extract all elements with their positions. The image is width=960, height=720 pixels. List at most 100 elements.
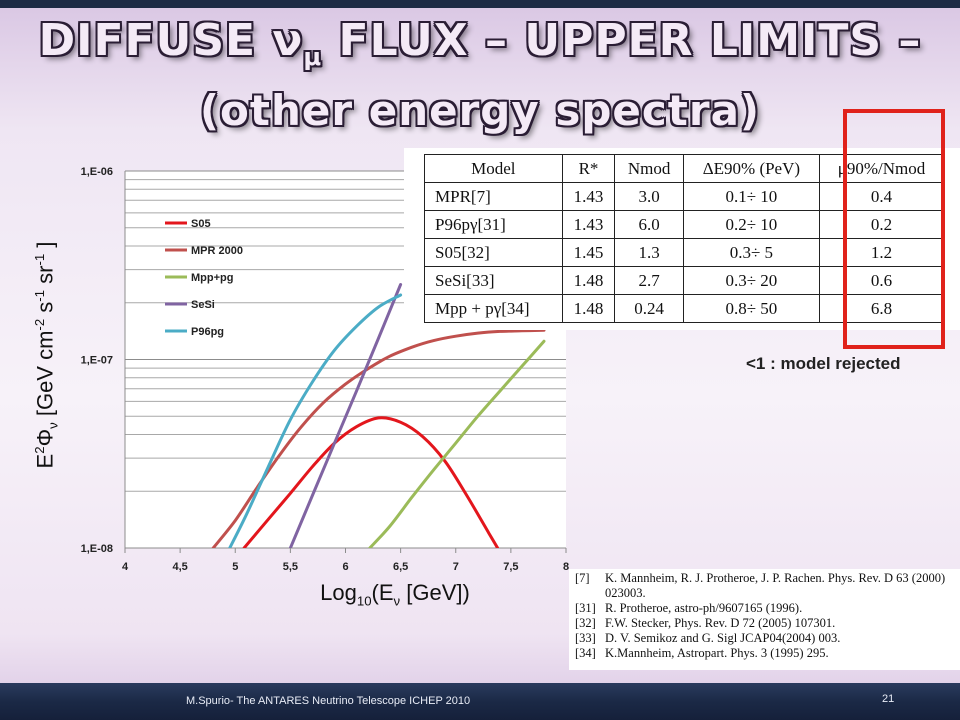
reference-id: [33] bbox=[575, 631, 596, 645]
table-cell: 3.0 bbox=[614, 182, 684, 211]
title-line-1: DIFFUSE νμ FLUX – UPPER LIMITS – bbox=[0, 14, 960, 84]
y-title-exp: 2 bbox=[32, 446, 47, 454]
table-body: MPR[7] 1.43 3.0 0.1÷ 10 0.4 P96pγ[31] 1.43 6.0 0… bbox=[424, 182, 945, 323]
x-tick-label: 7 bbox=[453, 561, 459, 573]
table-cell: 0.2÷ 10 bbox=[682, 210, 820, 239]
reference-text: K. Mannheim, R. J. Protheroe, J. P. Rach… bbox=[605, 571, 946, 600]
table-cell: 1.45 bbox=[561, 238, 616, 267]
y-title-unit-a: [GeV cm bbox=[32, 330, 58, 423]
header-r: R* bbox=[561, 154, 616, 183]
table-cell: P96pγ[31] bbox=[424, 210, 563, 239]
top-frame-bar bbox=[0, 0, 960, 8]
table-cell: S05[32] bbox=[424, 238, 563, 267]
table-cell: Mpp + pγ[34] bbox=[424, 294, 563, 323]
x-tick-label: 7,5 bbox=[503, 561, 518, 573]
x-tick-label: 6 bbox=[342, 561, 348, 573]
references-panel: [7] K. Mannheim, R. J. Protheroe, J. P. R… bbox=[569, 569, 960, 670]
reference-text: D. V. Semikoz and G. Sigl JCAP04(2004) 0… bbox=[605, 631, 841, 645]
table-cell: 1.43 bbox=[561, 182, 616, 211]
reference-id: [34] bbox=[575, 646, 596, 660]
table-cell: 1.3 bbox=[614, 238, 684, 267]
title-text-a: DIFFUSE bbox=[38, 15, 273, 66]
reference-id: [31] bbox=[575, 601, 596, 615]
y-title-unit-b: s bbox=[32, 301, 58, 319]
y-tick-label: 1,E-06 bbox=[81, 166, 113, 178]
header-model: Model bbox=[424, 154, 563, 183]
y-tick-label: 1,E-08 bbox=[81, 543, 113, 555]
x-title-nu: ν bbox=[393, 593, 401, 609]
highlight-box bbox=[843, 109, 945, 349]
title-nu-symbol: ν bbox=[272, 15, 304, 66]
y-title-exp-c: -1 bbox=[32, 253, 47, 266]
table-row: SeSi[33] 1.48 2.7 0.3÷ 20 0.6 bbox=[424, 266, 945, 295]
legend-label: Mpp+pg bbox=[191, 272, 233, 284]
x-tick-label: 5 bbox=[232, 561, 238, 573]
x-title-unit: [GeV]) bbox=[400, 580, 470, 605]
y-title-exp-a: -2 bbox=[32, 318, 47, 331]
table-cell: 1.48 bbox=[561, 266, 616, 295]
chart-axes: 4 4,5 5 5,5 6 6,5 7 7,5 8 1,E-08 1,E-07 1,E-06 bbox=[81, 166, 569, 573]
table-row: Mpp + pγ[34] 1.48 0.24 0.8÷ 50 6.8 bbox=[424, 294, 945, 323]
legend-label: P96pg bbox=[191, 326, 224, 338]
y-title-unit-c: sr bbox=[32, 265, 58, 290]
series-line-mpp-pg bbox=[368, 339, 546, 548]
footer-bar: M.Spurio- The ANTARES Neutrino Telescope… bbox=[0, 683, 960, 720]
x-tick-label: 4,5 bbox=[172, 561, 187, 573]
legend-label: MPR 2000 bbox=[191, 245, 243, 257]
table-cell: 0.8÷ 50 bbox=[682, 294, 820, 323]
chart-series bbox=[211, 283, 546, 548]
header-delta-e: ΔE90% (PeV) bbox=[682, 154, 820, 183]
table-cell: 0.1÷ 10 bbox=[682, 182, 820, 211]
reference-item: [33] D. V. Semikoz and G. Sigl JCAP04(200… bbox=[569, 631, 960, 646]
reference-item: [34] K.Mannheim, Astropart. Phys. 3 (1995… bbox=[569, 646, 960, 661]
y-title-phi: Φ bbox=[32, 428, 58, 447]
title-mu-subscript: μ bbox=[303, 42, 323, 71]
series-line-mpr-2000 bbox=[211, 328, 546, 548]
table-cell: 0.6 bbox=[818, 266, 945, 295]
x-tick-label: 6,5 bbox=[393, 561, 408, 573]
y-title-exp-b: -1 bbox=[32, 289, 47, 302]
x-title-e: (E bbox=[371, 580, 394, 605]
reference-text: K.Mannheim, Astropart. Phys. 3 (1995) 29… bbox=[605, 646, 829, 660]
table-cell: SeSi[33] bbox=[424, 266, 563, 295]
y-axis-title: E2Φν [GeV cm-2 s-1 sr-1 ] bbox=[20, 195, 61, 515]
slide-title: DIFFUSE νμ FLUX – UPPER LIMITS – (other … bbox=[0, 14, 960, 138]
x-title-log: Log bbox=[320, 580, 357, 605]
header-ratio: μ90%/Nmod bbox=[818, 154, 945, 183]
table-cell: 6.8 bbox=[818, 294, 945, 323]
x-tick-label: 4 bbox=[122, 561, 129, 573]
legend-label: SeSi bbox=[191, 299, 215, 311]
x-tick-label: 8 bbox=[563, 561, 569, 573]
series-line-sesi bbox=[288, 283, 403, 548]
y-title-e: E bbox=[32, 453, 58, 469]
reference-item: [31] R. Protheroe, astro-ph/9607165 (1996… bbox=[569, 601, 960, 616]
slide-number: 21 bbox=[882, 693, 895, 705]
legend-label: S05 bbox=[191, 218, 211, 230]
model-table: Model R* Nmod ΔE90% (PeV) μ90%/Nmod MPR[… bbox=[424, 154, 945, 323]
reference-text: R. Protheroe, astro-ph/9607165 (1996). bbox=[605, 601, 803, 615]
x-axis-title: Log10(Eν [GeV]) bbox=[230, 580, 560, 608]
reference-item: [7] K. Mannheim, R. J. Protheroe, J. P. R… bbox=[569, 571, 960, 601]
reference-id: [32] bbox=[575, 616, 596, 630]
table-cell: 0.2 bbox=[818, 210, 945, 239]
y-title-nu: ν bbox=[45, 422, 61, 429]
footer-text: M.Spurio- The ANTARES Neutrino Telescope… bbox=[186, 695, 471, 707]
series-line-p96pg bbox=[228, 293, 403, 548]
title-text-b: FLUX – UPPER LIMITS – bbox=[322, 15, 922, 66]
model-table-panel: Model R* Nmod ΔE90% (PeV) μ90%/Nmod MPR[… bbox=[404, 148, 960, 330]
table-header-row: Model R* Nmod ΔE90% (PeV) μ90%/Nmod bbox=[424, 154, 945, 183]
table-cell: 6.0 bbox=[614, 210, 684, 239]
table-cell: 1.48 bbox=[561, 294, 616, 323]
reference-text: F.W. Stecker, Phys. Rev. D 72 (2005) 107… bbox=[605, 616, 836, 630]
x-tick-label: 5,5 bbox=[283, 561, 298, 573]
table-row: P96pγ[31] 1.43 6.0 0.2÷ 10 0.2 bbox=[424, 210, 945, 239]
table-cell: 0.24 bbox=[614, 294, 684, 323]
title-line-2: (other energy spectra) bbox=[199, 85, 761, 135]
x-title-base: 10 bbox=[356, 593, 372, 609]
chart-legend: S05 MPR 2000 Mpp+pg SeSi P96pg bbox=[165, 218, 243, 338]
table-cell: 0.3÷ 20 bbox=[682, 266, 820, 295]
table-cell: 1.43 bbox=[561, 210, 616, 239]
y-tick-label: 1,E-07 bbox=[81, 355, 113, 367]
table-cell: 0.3÷ 5 bbox=[682, 238, 820, 267]
